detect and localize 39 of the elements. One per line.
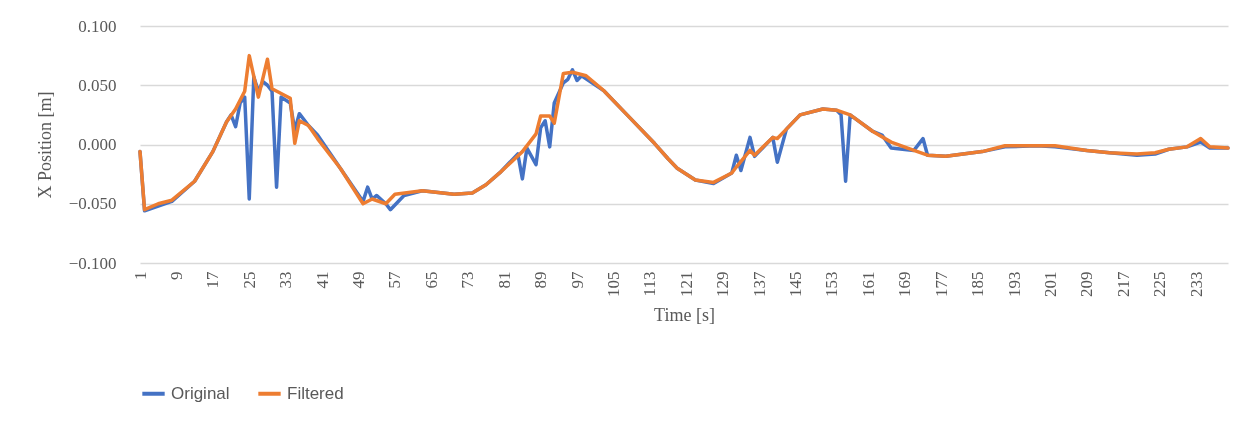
x-tick-label: 113 [640,271,660,297]
x-tick-label: 145 [786,271,806,297]
legend-label: Original [171,383,230,403]
x-tick-label: 89 [531,271,551,289]
x-tick-label: 49 [349,271,369,289]
y-axis-title: X Position [m] [34,91,55,199]
x-tick-label: 33 [276,271,296,289]
x-tick-label: 193 [1004,271,1024,297]
x-tick-label: 17 [203,271,223,289]
x-tick-label: 177 [931,271,951,297]
x-tick-label: 121 [676,271,696,297]
x-tick-label: 1 [130,271,150,280]
x-tick-label: 73 [458,271,478,289]
x-tick-label: 65 [421,271,441,289]
x-tick-label: 105 [603,271,623,297]
x-tick-label: 41 [312,271,332,289]
x-tick-label: 161 [858,271,878,297]
x-tick-label: 9 [166,271,186,280]
x-axis-title: Time [s] [654,305,715,325]
x-tick-label: 81 [494,271,514,289]
x-tick-label: 185 [968,271,988,297]
x-tick-label: 217 [1113,271,1133,297]
x-tick-label: 225 [1150,271,1170,297]
x-tick-label: 233 [1186,271,1206,297]
y-tick-label: 0.000 [78,135,117,154]
x-tick-label: 57 [385,271,405,289]
x-tick-label: 25 [239,271,259,289]
legend-label: Filtered [287,383,344,403]
x-tick-label: 97 [567,271,587,289]
x-tick-label: 137 [749,271,769,297]
y-tick-label: −0.050 [68,194,117,214]
y-tick-label: 0.100 [78,16,117,36]
y-tick-label: 0.050 [78,75,117,95]
x-tick-label: 209 [1077,271,1097,297]
x-tick-label: 201 [1040,271,1060,297]
x-tick-label: 169 [895,271,915,297]
y-tick-label: −0.100 [68,253,117,273]
x-tick-label: 153 [822,271,842,297]
x-tick-label: 129 [713,271,733,297]
